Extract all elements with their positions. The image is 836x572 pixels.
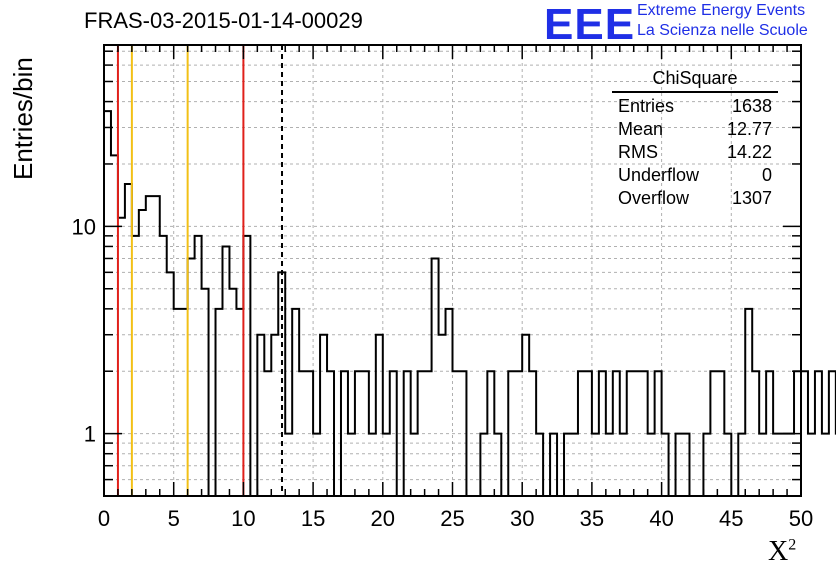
x-tick-label: 40 — [649, 506, 673, 531]
x-tick-label: 25 — [440, 506, 464, 531]
x-tick-label: 0 — [98, 506, 110, 531]
stats-label: Mean — [618, 119, 664, 139]
x-tick-label: 10 — [231, 506, 255, 531]
stats-label: RMS — [618, 142, 658, 162]
eee-logo: EEE — [544, 0, 636, 49]
x-tick-label: 20 — [371, 506, 395, 531]
stats-label: Underflow — [618, 165, 700, 185]
stats-value: 1307 — [731, 188, 772, 208]
x-tick-label: 5 — [168, 506, 180, 531]
logo-subtitle-line1: Extreme Energy Events — [637, 2, 806, 19]
x-axis-label-sup: 2 — [788, 536, 797, 554]
x-axis-label: X2 — [768, 536, 796, 568]
x-tick-label: 30 — [510, 506, 534, 531]
page-title: FRAS-03-2015-01-14-00029 — [84, 8, 363, 33]
stats-box: ChiSquare Entries 1638 Mean 12.77 RMS 14.22… — [612, 68, 778, 210]
stats-value: 14.22 — [726, 142, 772, 162]
stats-title: ChiSquare — [612, 68, 778, 93]
stats-row: Entries 1638 — [612, 95, 778, 118]
stats-value: 12.77 — [726, 119, 772, 139]
stats-label: Overflow — [618, 188, 690, 208]
x-tick-label: 15 — [301, 506, 325, 531]
stats-row: Mean 12.77 — [612, 118, 778, 141]
x-tick-label: 35 — [580, 506, 604, 531]
stats-value: 1638 — [731, 96, 772, 116]
stats-row: RMS 14.22 — [612, 141, 778, 164]
logo-subtitle-line2: La Scienza nelle Scuole — [637, 22, 808, 39]
x-axis-label-text: X — [768, 536, 789, 567]
y-tick-label: 1 — [84, 422, 96, 447]
stats-value: 0 — [761, 165, 772, 185]
stats-row: Overflow 1307 — [612, 187, 778, 210]
x-tick-label: 45 — [719, 506, 743, 531]
stats-label: Entries — [618, 96, 675, 116]
y-tick-label: 10 — [72, 214, 96, 239]
stats-row: Underflow 0 — [612, 164, 778, 187]
x-tick-label: 50 — [789, 506, 813, 531]
histogram-series — [104, 110, 836, 497]
